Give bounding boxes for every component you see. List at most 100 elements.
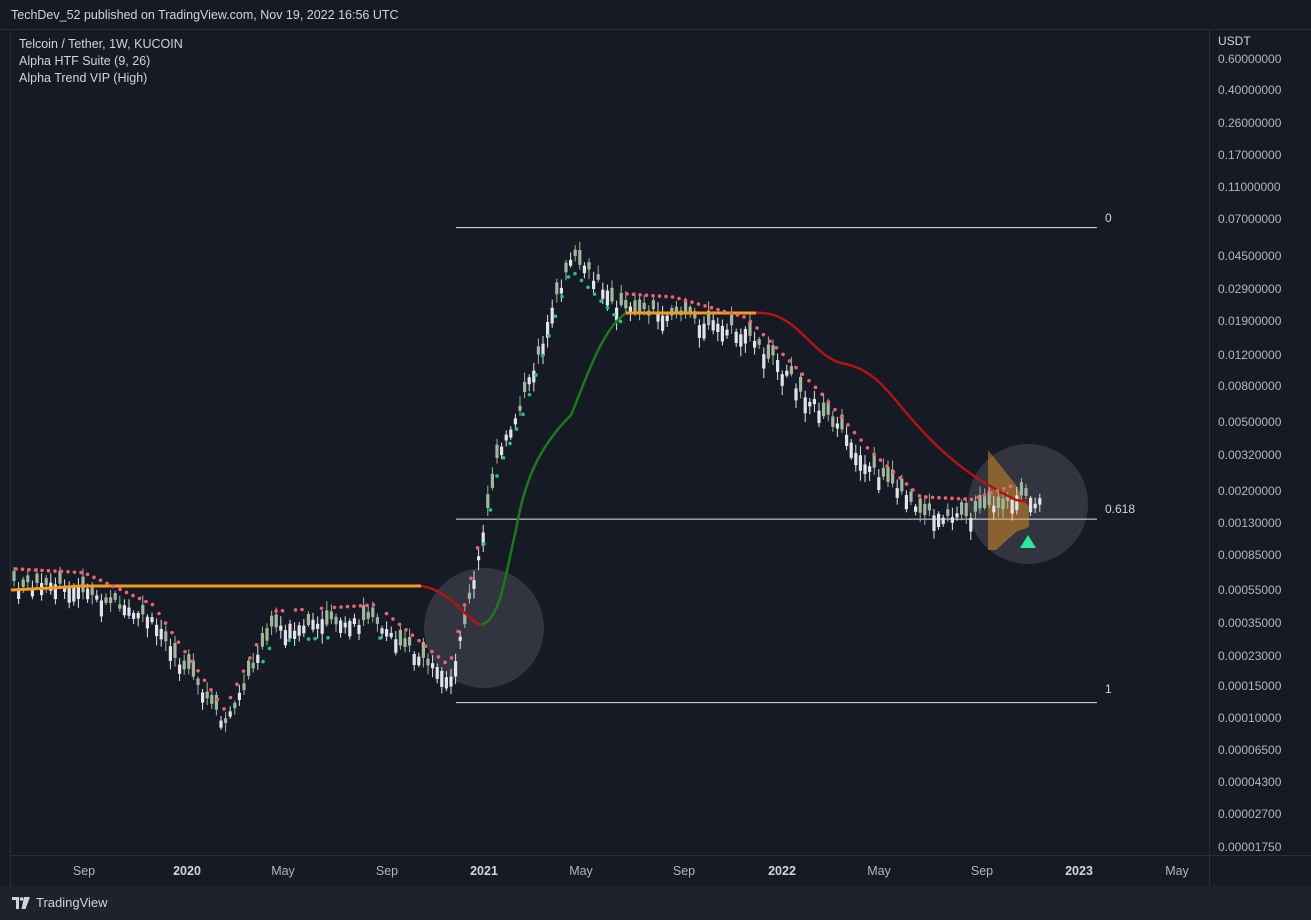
candle-body bbox=[757, 339, 761, 345]
candle-body bbox=[628, 306, 632, 315]
candle-body bbox=[431, 663, 435, 669]
trend-dot-red bbox=[137, 596, 142, 601]
trend-dot-red bbox=[196, 668, 200, 673]
candle-body bbox=[932, 515, 936, 531]
candle-body bbox=[762, 354, 766, 369]
trend-dot-red bbox=[787, 359, 792, 363]
trend-dot-red bbox=[878, 458, 883, 462]
candle-body bbox=[477, 556, 481, 561]
trend-dot-red bbox=[410, 633, 415, 638]
candle-body bbox=[720, 325, 724, 342]
trend-dot-red bbox=[241, 669, 246, 673]
candle-body bbox=[109, 597, 113, 604]
candle-body bbox=[697, 325, 701, 338]
candle-body bbox=[771, 345, 775, 356]
trend-dot-red bbox=[456, 629, 460, 634]
trend-dot-green bbox=[313, 636, 317, 641]
trend-dot-red bbox=[885, 464, 889, 468]
candle-body bbox=[67, 587, 71, 603]
time-tick-label: Sep bbox=[375, 864, 399, 878]
candle-body bbox=[233, 702, 237, 709]
candle-body bbox=[495, 444, 499, 459]
trend-dot-red bbox=[66, 570, 70, 574]
trend-dot-green bbox=[599, 299, 603, 303]
candle-body bbox=[283, 630, 287, 646]
candle-body bbox=[1015, 495, 1019, 510]
candle-body bbox=[224, 718, 228, 723]
price-tick-label: 0.00023000 bbox=[1218, 649, 1282, 663]
trend-dot-red bbox=[46, 568, 51, 573]
chart-canvas[interactable] bbox=[11, 30, 1210, 856]
candle-body bbox=[605, 290, 609, 306]
candle-body bbox=[955, 513, 959, 518]
trend-dot-red bbox=[807, 378, 811, 383]
candle-body bbox=[587, 262, 591, 270]
price-tick-label: 0.60000000 bbox=[1218, 52, 1282, 66]
candle-body bbox=[279, 625, 283, 631]
trend-dot-red bbox=[891, 470, 896, 474]
candle-body bbox=[881, 467, 885, 477]
candle-body bbox=[417, 656, 421, 666]
footer-bar: TradingView bbox=[0, 886, 1311, 920]
trend-dot-red bbox=[235, 682, 239, 687]
indicator-alpha-trend[interactable]: Alpha Trend VIP (High) bbox=[19, 71, 148, 85]
trend-dot-red bbox=[53, 569, 57, 573]
trend-dot-red bbox=[443, 660, 447, 665]
candle-body bbox=[366, 611, 370, 619]
trend-dot-red bbox=[683, 298, 688, 303]
candle-body bbox=[642, 302, 646, 309]
trend-dot-red bbox=[1002, 486, 1006, 491]
candle-body bbox=[555, 282, 559, 295]
trend-dot-red bbox=[280, 608, 285, 613]
candle-body bbox=[711, 320, 715, 331]
candle-body bbox=[941, 517, 945, 524]
trend-dot-red bbox=[703, 304, 707, 308]
trend-dot-red bbox=[677, 296, 681, 301]
trend-dot-green bbox=[488, 508, 493, 512]
tradingview-logo[interactable]: TradingView bbox=[12, 895, 108, 910]
candle-body bbox=[486, 494, 490, 508]
candle-body bbox=[964, 502, 968, 517]
price-axis[interactable]: USDT 0.60000000 0.40000000 0.26000000 0.170… bbox=[1209, 29, 1311, 856]
trend-dot-red bbox=[14, 567, 18, 571]
trend-dot-green bbox=[501, 456, 506, 460]
candle-body bbox=[582, 265, 586, 274]
candle-body bbox=[12, 571, 16, 581]
trend-dot-red bbox=[352, 604, 356, 608]
time-axis[interactable]: Sep 2020 May Sep 2021 May Sep 2022 May Sep 2023 May bbox=[10, 856, 1210, 886]
candle-body bbox=[1038, 498, 1042, 505]
trend-dot-red bbox=[189, 659, 194, 664]
candle-body bbox=[707, 310, 711, 326]
candle-body bbox=[35, 573, 39, 583]
indicator-htf-suite[interactable]: Alpha HTF Suite (9, 26) bbox=[19, 54, 151, 68]
candle-body bbox=[822, 402, 826, 417]
trend-dot-red bbox=[768, 339, 772, 344]
trend-dot-green bbox=[560, 294, 564, 299]
candle-body bbox=[132, 612, 136, 619]
candle-body bbox=[858, 455, 862, 471]
candle-body bbox=[624, 300, 628, 309]
candle-body bbox=[739, 334, 743, 347]
candle-body bbox=[113, 593, 117, 600]
price-tick-label: 0.17000000 bbox=[1218, 148, 1282, 162]
trend-dot-red bbox=[969, 497, 974, 502]
candle-body bbox=[633, 300, 637, 313]
trend-dot-green bbox=[508, 441, 512, 446]
trend-dot-red bbox=[644, 293, 649, 298]
candle-body bbox=[53, 584, 57, 600]
candle-body bbox=[72, 587, 76, 602]
candle-body bbox=[596, 274, 600, 280]
trend-dot-red bbox=[92, 575, 96, 580]
candle-body bbox=[688, 307, 692, 315]
candle-body bbox=[444, 677, 448, 689]
candle-body bbox=[748, 321, 752, 336]
trend-dot-red bbox=[709, 305, 714, 310]
candle-body bbox=[316, 623, 320, 629]
trend-dot-green bbox=[553, 314, 558, 319]
candle-body bbox=[44, 578, 48, 585]
candle-body bbox=[228, 711, 232, 717]
candle-body bbox=[573, 249, 577, 257]
candle-body bbox=[992, 505, 996, 513]
symbol-title[interactable]: Telcoin / Tether, 1W, KUCOIN bbox=[19, 37, 183, 51]
chart-pane[interactable]: Telcoin / Tether, 1W, KUCOIN Alpha HTF S… bbox=[10, 29, 1210, 856]
